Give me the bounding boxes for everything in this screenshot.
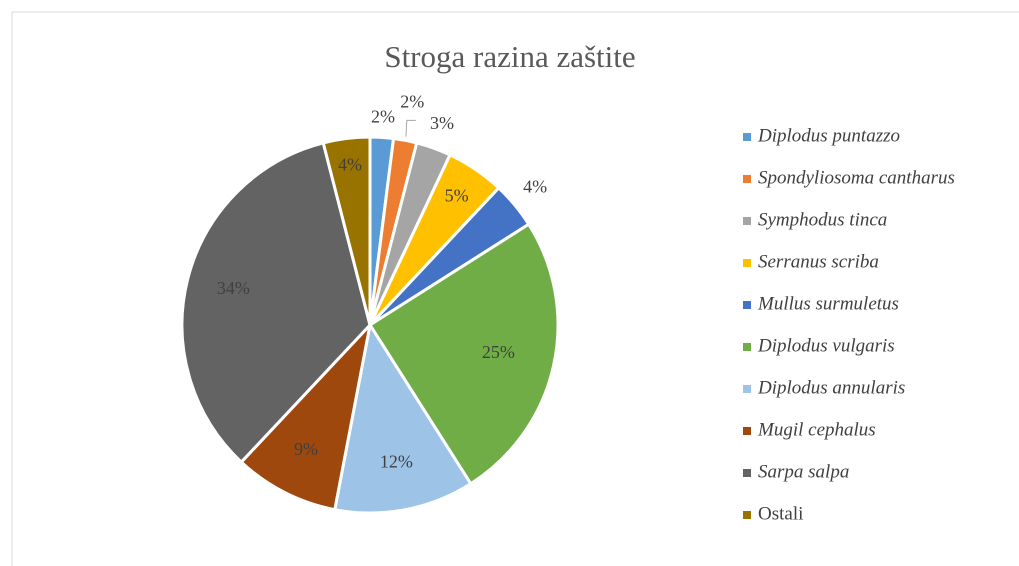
legend-swatch: [743, 133, 751, 141]
legend-label: Diplodus annularis: [757, 377, 905, 398]
legend-swatch: [743, 385, 751, 393]
data-label: 3%: [430, 113, 454, 133]
data-label: 2%: [371, 107, 395, 127]
data-label: 9%: [294, 439, 318, 459]
legend-label: Sarpa salpa: [758, 461, 849, 482]
legend-swatch: [743, 175, 751, 183]
legend-label: Mugil cephalus: [757, 419, 876, 440]
legend-swatch: [743, 511, 751, 519]
legend-swatch: [743, 427, 751, 435]
legend-label: Serranus scriba: [758, 251, 879, 272]
pie-slice: [367, 222, 560, 486]
chart-title: Stroga razina zaštite: [384, 39, 635, 74]
legend-swatch: [743, 217, 751, 225]
legend-swatch: [743, 469, 751, 477]
pie-slice: [333, 320, 473, 515]
pie-slice: [321, 135, 372, 326]
pie-slice: [180, 141, 372, 465]
data-label: 34%: [217, 278, 250, 298]
legend-label: Diplodus puntazzo: [757, 125, 900, 146]
legend-swatch: [743, 259, 751, 267]
legend-label: Diplodus vulgaris: [757, 335, 895, 356]
data-label: 2%: [400, 92, 424, 112]
pie-slice: [239, 320, 373, 512]
data-label: 25%: [482, 342, 515, 362]
data-label: 12%: [380, 452, 413, 472]
legend-label: Spondyliosoma cantharus: [758, 167, 955, 188]
legend-label: Ostali: [758, 503, 803, 524]
legend-label: Symphodus tinca: [758, 209, 887, 230]
legend-swatch: [743, 343, 751, 351]
data-label: 4%: [523, 177, 547, 197]
leader-line: [405, 119, 416, 137]
legend-swatch: [743, 301, 751, 309]
data-label: 5%: [445, 186, 469, 206]
data-label: 4%: [338, 155, 362, 175]
legend-label: Mullus surmuletus: [757, 293, 899, 314]
